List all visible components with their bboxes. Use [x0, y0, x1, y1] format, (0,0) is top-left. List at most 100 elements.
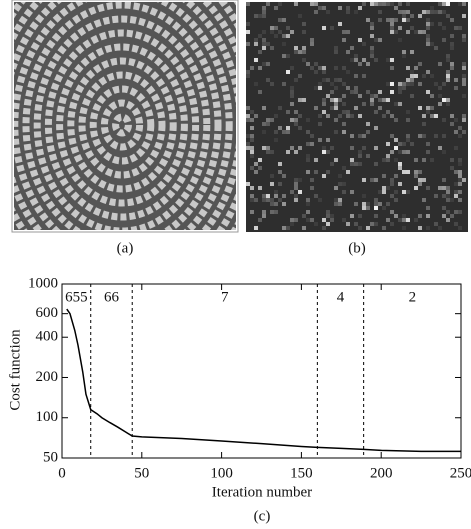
noise-pixel: [346, 222, 350, 226]
noise-pixel: [398, 82, 402, 86]
noise-pixel: [258, 218, 262, 222]
noise-pixel: [274, 194, 278, 198]
noise-pixel: [342, 190, 346, 194]
noise-pixel: [462, 34, 466, 38]
noise-pixel: [454, 26, 458, 30]
noise-pixel: [270, 82, 274, 86]
noise-pixel: [334, 66, 338, 70]
noise-pixel: [366, 90, 370, 94]
noise-pixel: [374, 206, 378, 210]
noise-pixel: [258, 166, 262, 170]
noise-pixel: [378, 38, 382, 42]
noise-pixel: [422, 30, 426, 34]
noise-pixel: [266, 118, 270, 122]
noise-pixel: [458, 190, 462, 194]
noise-pixel: [398, 10, 402, 14]
noise-pixel: [290, 190, 294, 194]
noise-pixel: [274, 34, 278, 38]
noise-pixel: [386, 18, 390, 22]
noise-pixel: [378, 202, 382, 206]
noise-pixel: [422, 178, 426, 182]
noise-pixel: [306, 218, 310, 222]
noise-pixel: [362, 2, 366, 6]
noise-pixel: [414, 186, 418, 190]
noise-pixel: [386, 142, 390, 146]
noise-pixel: [282, 54, 286, 58]
noise-pixel: [366, 154, 370, 158]
noise-pixel: [358, 154, 362, 158]
noise-pixel: [338, 6, 342, 10]
noise-pixel: [454, 118, 458, 122]
noise-pixel: [462, 14, 466, 18]
noise-pixel: [266, 2, 270, 6]
noise-pixel: [402, 190, 406, 194]
noise-pixel: [406, 78, 410, 82]
noise-pixel: [458, 162, 462, 166]
noise-pixel: [394, 190, 398, 194]
noise-pixel: [274, 202, 278, 206]
ridge: [33, 15, 211, 230]
noise-pixel: [394, 138, 398, 142]
noise-pixel: [358, 94, 362, 98]
y-axis-label: Cost function: [7, 329, 23, 411]
noise-pixel: [338, 98, 342, 102]
noise-pixel: [270, 202, 274, 206]
noise-pixel: [278, 106, 282, 110]
noise-pixel: [282, 34, 286, 38]
noise-pixel: [254, 42, 258, 46]
noise-pixel: [330, 90, 334, 94]
noise-pixel: [334, 158, 338, 162]
noise-pixel: [410, 70, 414, 74]
noise-pixel: [458, 134, 462, 138]
noise-pixel: [362, 146, 366, 150]
noise-pixel: [346, 6, 350, 10]
noise-pixel: [262, 14, 266, 18]
noise-pixel: [402, 86, 406, 90]
noise-pixel: [442, 194, 446, 198]
stage-label: 4: [337, 289, 345, 305]
noise-pixel: [374, 2, 378, 6]
noise-pixel: [454, 170, 458, 174]
noise-pixel: [294, 2, 298, 6]
noise-pixel: [246, 182, 250, 186]
panel-label: (a): [117, 240, 134, 256]
noise-pixel: [386, 110, 390, 114]
noise-pixel: [362, 178, 366, 182]
noise-pixel: [442, 214, 446, 218]
noise-pixel: [302, 22, 306, 26]
noise-pixel: [302, 50, 306, 54]
noise-pixel: [314, 170, 318, 174]
noise-pixel: [386, 202, 390, 206]
noise-pixel: [310, 38, 314, 42]
noise-pixel: [306, 118, 310, 122]
noise-pixel: [330, 98, 334, 102]
noise-pixel: [414, 158, 418, 162]
noise-pixel: [406, 170, 410, 174]
noise-pixel: [442, 2, 446, 6]
noise-pixel: [450, 122, 454, 126]
noise-pixel: [362, 42, 366, 46]
noise-pixel: [382, 158, 386, 162]
noise-pixel: [318, 66, 322, 70]
noise-pixel: [318, 138, 322, 142]
noise-pixel: [382, 114, 386, 118]
noise-pixel: [378, 190, 382, 194]
noise-pixel: [398, 2, 402, 6]
noise-pixel: [294, 46, 298, 50]
noise-pixel: [262, 130, 266, 134]
noise-pixel: [298, 146, 302, 150]
noise-pixel: [390, 82, 394, 86]
x-tick-label: 0: [58, 465, 66, 481]
noise-pixel: [414, 66, 418, 70]
panel-a-image: [14, 2, 236, 230]
noise-pixel: [354, 10, 358, 14]
noise-pixel: [266, 198, 270, 202]
noise-pixel: [246, 106, 250, 110]
noise-pixel: [446, 210, 450, 214]
noise-pixel: [306, 130, 310, 134]
noise-pixel: [370, 26, 374, 30]
noise-pixel: [362, 102, 366, 106]
noise-pixel: [286, 130, 290, 134]
noise-pixel: [426, 38, 430, 42]
